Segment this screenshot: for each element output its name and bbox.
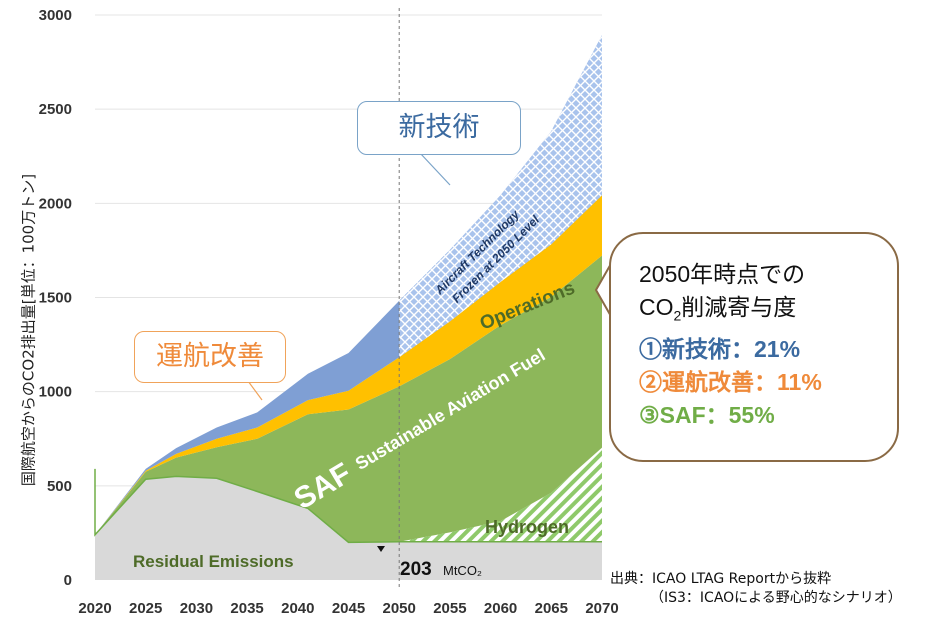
x-tick-label: 2035 [230,600,263,617]
x-tick-label: 2060 [484,600,517,617]
x-tick-label: 2045 [332,600,365,617]
reduction-summary-box: 2050年時点での CO2削減寄与度 ①新技術：21% ②運航改善：11% ③S… [609,232,899,462]
summary-tech: ①新技術：21% [639,335,801,362]
x-tick-label: 2040 [281,600,314,617]
y-tick-label: 1000 [39,384,72,401]
tech-callout-pointer [419,152,451,186]
y-tick-label: 0 [64,572,72,589]
x-axis-ticks: 2020 2025 2030 2035 2040 2045 2050 2055 2060 2065… [78,600,618,617]
tech-callout: 新技術 [357,101,521,155]
y-tick-label: 500 [47,478,72,495]
hydrogen-label: Hydrogen [485,517,569,537]
residual-marker-icon [377,546,385,552]
y-axis-ticks: 0 500 1000 1500 2000 2500 3000 [39,7,72,589]
ops-callout-pointer [247,380,263,401]
y-axis-label: 国際航空からのCO2排出量[単位：100万トン] [19,173,38,487]
x-tick-label: 2025 [129,600,162,617]
ops-callout: 運航改善 [134,331,286,383]
stacked-areas [95,35,602,580]
source-line2: （IS3：ICAOによる野心的なシナリオ） [650,590,902,606]
area-hydrogen [95,447,602,543]
summary-ops: ②運航改善：11% [639,368,822,395]
x-tick-label: 2020 [78,600,111,617]
x-tick-label: 2055 [433,600,466,617]
x-tick-label: 2030 [180,600,213,617]
summary-line2: CO2削減寄与度 [639,294,797,324]
summary-saf: ③SAF：55% [639,401,775,428]
tech-hatch-area [399,35,602,358]
x-tick-label: 2070 [585,600,618,617]
summary-line1: 2050年時点での [639,261,806,287]
hatch-overlays [94,35,602,544]
area-saf [95,255,602,543]
y-tick-label: 2000 [39,195,72,212]
area-residual-emissions [95,468,602,580]
source-note: 出典：ICAO LTAG Reportから抜粋 （IS3：ICAOによる野心的な… [610,570,902,608]
y-tick-label: 1500 [39,290,72,307]
source-line1: 出典：ICAO LTAG Reportから抜粋 [610,571,832,587]
y-tick-label: 2500 [39,101,72,118]
x-tick-label: 2065 [535,600,568,617]
residual-emissions-label: Residual Emissions [133,552,294,571]
summary-callout-pointer [594,261,613,319]
residual-value-label: 203 MtCO₂ [400,559,482,580]
y-tick-label: 3000 [39,7,72,24]
residual-outline [94,468,602,544]
x-tick-label: 2050 [383,600,416,617]
